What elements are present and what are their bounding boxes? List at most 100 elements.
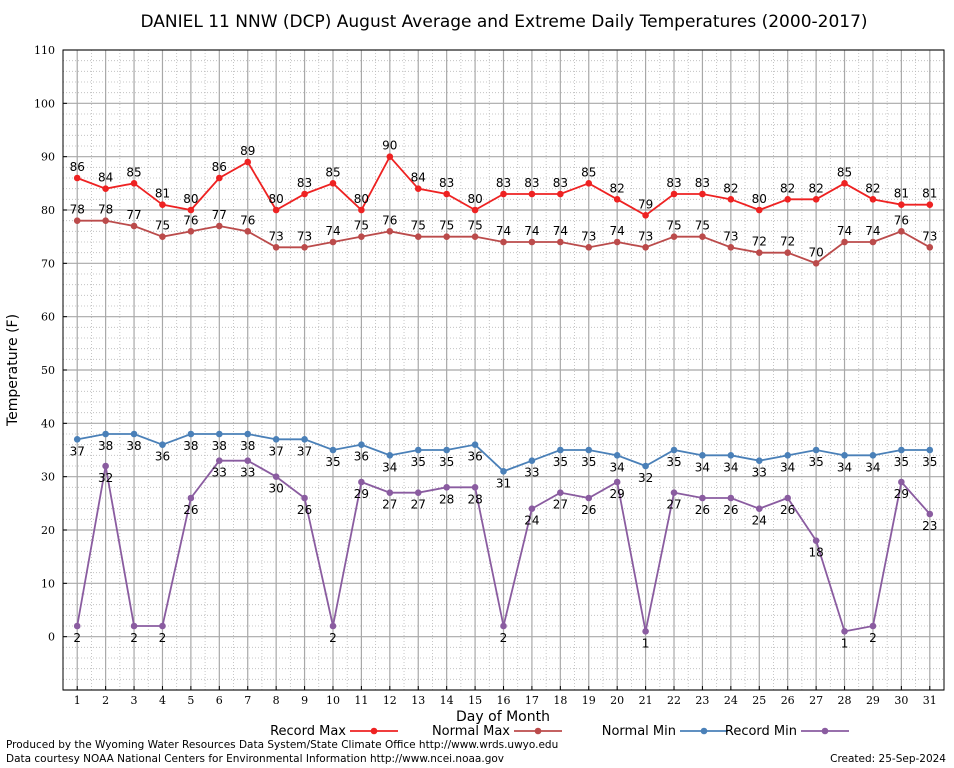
record-max-data-label: 82 [808,181,823,195]
record-max-data-label: 85 [325,165,340,179]
x-tick-label: 25 [752,694,766,707]
record-min-point [528,505,536,512]
normal-min-data-label: 38 [126,439,141,453]
record-max-point [898,201,905,208]
normal-max-point [926,244,934,251]
normal-min-point [443,446,450,454]
normal-min-point [244,430,252,438]
normal-min-data-label: 36 [354,450,369,464]
normal-max-point [216,222,223,230]
normal-max-data-label: 72 [780,235,795,249]
y-tick-label: 40 [41,417,55,430]
record-min-data-label: 24 [752,514,767,528]
normal-max-point [642,244,649,251]
x-tick-label: 10 [326,694,340,707]
record-min-point [386,489,394,496]
normal-max-data-label: 74 [325,224,340,238]
record-min-data-label: 26 [780,503,795,517]
record-min-data-label: 2 [159,631,167,645]
normal-min-data-label: 31 [496,476,511,490]
y-tick-label: 30 [41,471,55,484]
record-min-point [73,622,81,630]
normal-max-point [613,238,621,246]
y-axis-label: Temperature (F) [5,314,21,427]
record-min-point [414,489,422,496]
x-tick-label: 2 [102,694,109,707]
record-max-point [812,196,820,203]
series-data-labels: 86 84 85 81 80 86 89 80 83 85 80 90 84 83 80 83 83 83 85 82… [70,139,938,651]
normal-max-data-label: 76 [183,213,198,227]
normal-min-point [471,441,479,448]
normal-min-data-label: 35 [411,455,426,469]
normal-min-data-label: 32 [638,471,653,485]
record-max-data-label: 83 [695,176,710,190]
normal-max-point [869,238,877,246]
normal-min-data-label: 34 [382,460,397,474]
legend-label-normal-min: Normal Min [602,724,676,739]
normal-max-point [898,228,905,235]
normal-min-point [557,446,564,454]
y-tick-label: 70 [41,257,55,270]
record-min-point [727,494,735,502]
normal-max-data-label: 73 [581,229,596,243]
x-tick-label: 1 [74,694,81,707]
record-min-point [613,478,621,486]
normal-max-data-label: 73 [297,229,312,243]
record-min-data-label: 29 [354,487,369,501]
normal-min-data-label: 35 [581,455,596,469]
record-min-data-label: 27 [382,498,397,512]
legend: Record Max Normal Max Normal Min Record Min [270,724,849,739]
x-tick-label: 9 [301,694,308,707]
record-min-point [187,494,195,502]
normal-max-data-label: 73 [922,229,937,243]
normal-min-point [358,441,365,448]
y-tick-label: 110 [34,44,55,57]
normal-max-point [159,233,166,240]
record-min-data-label: 18 [808,546,823,560]
normal-max-point [670,233,678,240]
record-min-point [443,484,450,491]
record-min-point [216,457,223,464]
normal-max-point [73,217,81,224]
normal-min-data-label: 34 [865,460,880,474]
record-min-point [159,622,166,630]
y-tick-label: 20 [41,524,55,537]
record-max-point [613,196,621,203]
chart-title: DANIEL 11 NNW (DCP) August Average and E… [140,12,867,32]
normal-min-point [329,446,337,454]
normal-min-data-label: 35 [894,455,909,469]
record-max-point [528,190,536,198]
normal-max-point [585,244,593,251]
normal-max-data-label: 73 [723,229,738,243]
normal-min-point [414,446,422,454]
x-tick-label: 24 [724,694,738,707]
record-max-data-label: 81 [894,187,909,201]
record-min-data-label: 28 [439,492,454,506]
series-lines [73,153,934,635]
normal-max-data-label: 76 [240,213,255,227]
normal-max-point [699,233,706,240]
record-max-point [130,180,138,187]
normal-max-point [386,228,394,235]
normal-min-point [130,430,138,438]
record-max-point [73,174,81,182]
x-tick-label: 28 [838,694,852,707]
record-min-data-label: 32 [98,471,113,485]
record-max-point [272,206,280,214]
normal-max-data-label: 72 [752,235,767,249]
record-max-point [301,190,308,198]
record-min-point [670,489,678,496]
normal-max-point [528,238,536,246]
record-min-data-label: 28 [467,492,482,506]
record-min-data-label: 2 [130,631,138,645]
y-tick-label: 60 [41,311,55,324]
x-tick-label: 26 [781,694,795,707]
normal-min-data-label: 35 [666,455,681,469]
record-max-point [784,196,791,203]
x-axis-label: Day of Month [456,709,550,725]
record-min-data-label: 2 [73,631,81,645]
normal-min-data-label: 33 [752,466,767,480]
record-max-point [500,190,507,198]
normal-max-data-label: 74 [553,224,568,238]
